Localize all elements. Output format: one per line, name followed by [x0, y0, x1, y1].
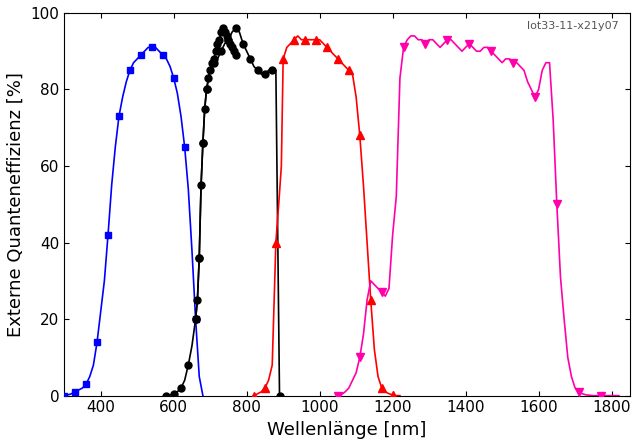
Y-axis label: Externe Quanteneffizienz [%]: Externe Quanteneffizienz [%] [7, 72, 25, 337]
Text: lot33-11-x21y07: lot33-11-x21y07 [527, 21, 618, 31]
X-axis label: Wellenlänge [nm]: Wellenlänge [nm] [268, 421, 427, 439]
